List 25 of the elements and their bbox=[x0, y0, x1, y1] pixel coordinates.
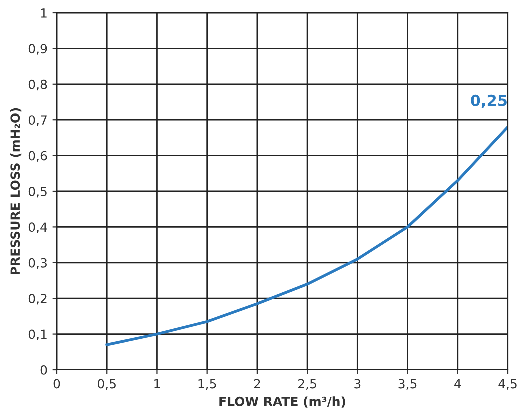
y-tick-label: 0,8 bbox=[28, 80, 48, 91]
x-tick-label: 1 bbox=[154, 379, 160, 389]
y-tick-label: 0,7 bbox=[28, 116, 47, 126]
x-axis-title: FLOW RATE (m³/h) bbox=[220, 396, 346, 408]
y-tick-label: 0,3 bbox=[28, 258, 47, 270]
y-tick-label: 0,2 bbox=[28, 294, 47, 305]
y-tick-label: 0,9 bbox=[28, 44, 48, 55]
x-tick-label: 0,5 bbox=[98, 379, 116, 390]
y-tick-label: 1 bbox=[41, 8, 47, 18]
x-tick-label: 3 bbox=[354, 379, 361, 389]
y-axis-title: PRESSURE LOSS (mH₂O) bbox=[10, 108, 22, 275]
y-tick-label: 0,1 bbox=[28, 330, 47, 340]
x-tick-label: 0 bbox=[54, 379, 60, 389]
y-tick-label: 0 bbox=[40, 365, 48, 375]
x-tick-label: 2,5 bbox=[298, 379, 316, 390]
y-tick-label: 0,6 bbox=[28, 151, 48, 162]
x-tick-label: 4 bbox=[454, 379, 462, 389]
x-tick-label: 1,5 bbox=[198, 379, 216, 390]
y-tick-label: 0,4 bbox=[28, 222, 48, 234]
series-label: 0,25 bbox=[471, 94, 507, 108]
y-tick-label: 0,5 bbox=[28, 186, 47, 198]
x-tick-label: 4,5 bbox=[498, 379, 517, 390]
x-tick-label: 2 bbox=[254, 379, 260, 389]
line-series bbox=[106, 126, 508, 346]
x-tick-label: 3,5 bbox=[398, 379, 417, 390]
